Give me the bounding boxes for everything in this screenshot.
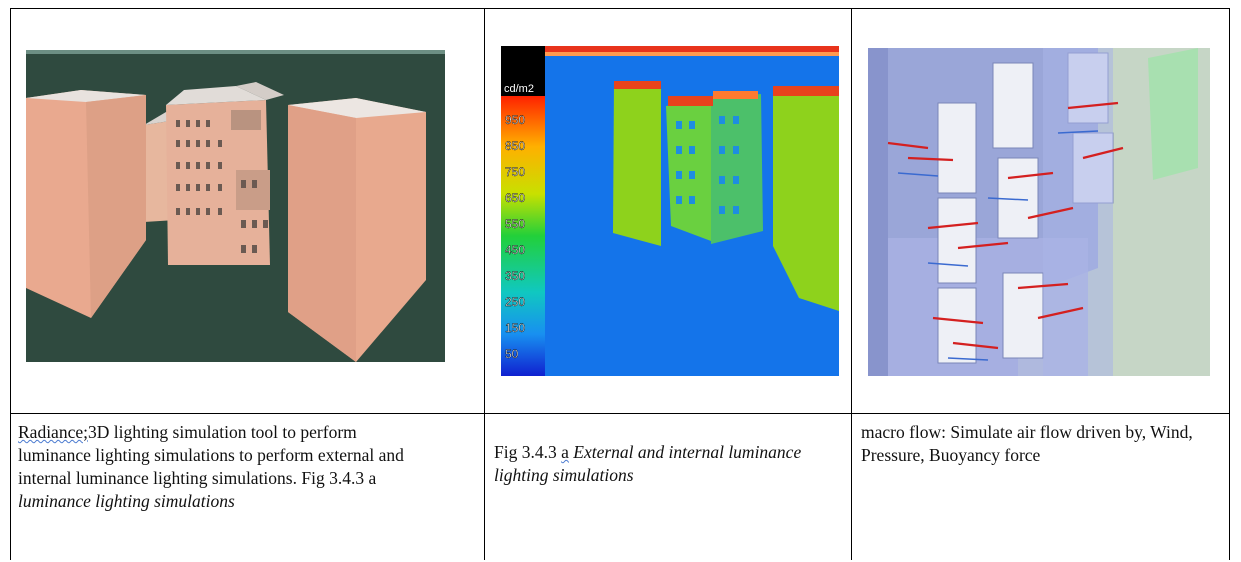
luminance-false-color-image: cd/m2 950 850 750 650 550 450 350 250 15… xyxy=(501,46,839,376)
caption-macroflow: macro flow: Simulate air flow driven by,… xyxy=(861,421,1227,467)
luminance-tick-label: 50 xyxy=(505,347,519,361)
table-row-divider xyxy=(10,413,1230,414)
caption-luminance-line: Fig 3.4.3 a External and internal lumina… xyxy=(494,441,848,464)
caption-luminance-text: External and internal luminance xyxy=(573,442,802,462)
luminance-tick-label: 450 xyxy=(505,243,525,257)
luminance-tick-label: 250 xyxy=(505,295,525,309)
luminance-tick-label: 550 xyxy=(505,217,525,231)
caption-macroflow-line: Pressure, Buoyancy force xyxy=(861,445,1041,465)
table-border-top xyxy=(10,8,1230,9)
caption-radiance-line: internal luminance lighting simulations.… xyxy=(18,468,377,488)
caption-luminance: Fig 3.4.3 a External and internal lumina… xyxy=(494,441,848,487)
table-col-divider-2 xyxy=(851,8,852,560)
table-col-divider-1 xyxy=(484,8,485,560)
luminance-tick-label: 750 xyxy=(505,165,525,179)
figure-table: cd/m2 950 850 750 650 550 450 350 250 15… xyxy=(10,8,1230,560)
building-render-image xyxy=(26,50,445,362)
figure-letter: a xyxy=(561,442,569,462)
luminance-tick-label: 850 xyxy=(505,139,525,153)
airflow-simulation-image xyxy=(868,48,1210,376)
caption-radiance-text: 3D lighting simulation tool to perform xyxy=(87,422,357,442)
luminance-tick-label: 150 xyxy=(505,321,525,335)
figure-number: Fig 3.4.3 xyxy=(494,442,557,462)
caption-radiance-line: luminance lighting simulations xyxy=(18,491,235,511)
radiance-term: Radiance; xyxy=(18,422,88,442)
luminance-tick-label: 650 xyxy=(505,191,525,205)
caption-radiance-line: Radiance;3D lighting simulation tool to … xyxy=(18,421,480,444)
luminance-tick-label: 950 xyxy=(505,113,525,127)
caption-macroflow-line: macro flow: Simulate air flow driven by,… xyxy=(861,422,1193,442)
table-border-right xyxy=(1229,8,1230,560)
caption-radiance-line: luminance lighting simulations to perfor… xyxy=(18,445,404,465)
table-border-left xyxy=(10,8,11,560)
caption-luminance-line: lighting simulations xyxy=(494,465,634,485)
luminance-unit-label: cd/m2 xyxy=(504,83,534,95)
luminance-tick-label: 350 xyxy=(505,269,525,283)
caption-radiance: Radiance;3D lighting simulation tool to … xyxy=(18,421,480,513)
